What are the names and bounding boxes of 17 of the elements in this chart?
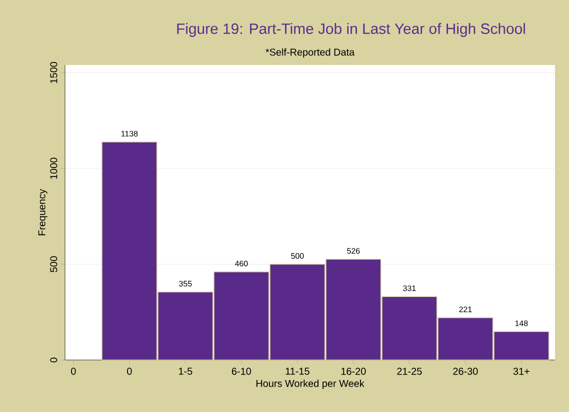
chart-title: Figure 19: Part-Time Job in Last Year of High School [177, 23, 525, 37]
x-tick-label: 21-25 [397, 368, 422, 375]
y-tick-label: 0 [50, 358, 58, 362]
y-tick-label: 500 [50, 256, 58, 272]
y-tick-label: 1000 [50, 158, 58, 179]
x-tick-label: 6-10 [232, 368, 251, 375]
x-tick-label: 11-15 [286, 368, 310, 375]
x-tick-label: 0 [127, 368, 132, 375]
x-tick-label: 16-20 [341, 368, 366, 375]
y-tick-label: 1500 [50, 62, 58, 83]
x-tick-label: 31+ [513, 368, 530, 375]
x-tick-label: 1-5 [178, 368, 192, 375]
x-tick-label: 0 [71, 368, 76, 375]
chart-subtitle: *Self-Reported Data [266, 48, 355, 58]
x-tick-label: 26-30 [453, 368, 478, 375]
y-axis-title: Frequency [38, 188, 48, 236]
x-axis-title: Hours Worked per Week [256, 380, 364, 389]
